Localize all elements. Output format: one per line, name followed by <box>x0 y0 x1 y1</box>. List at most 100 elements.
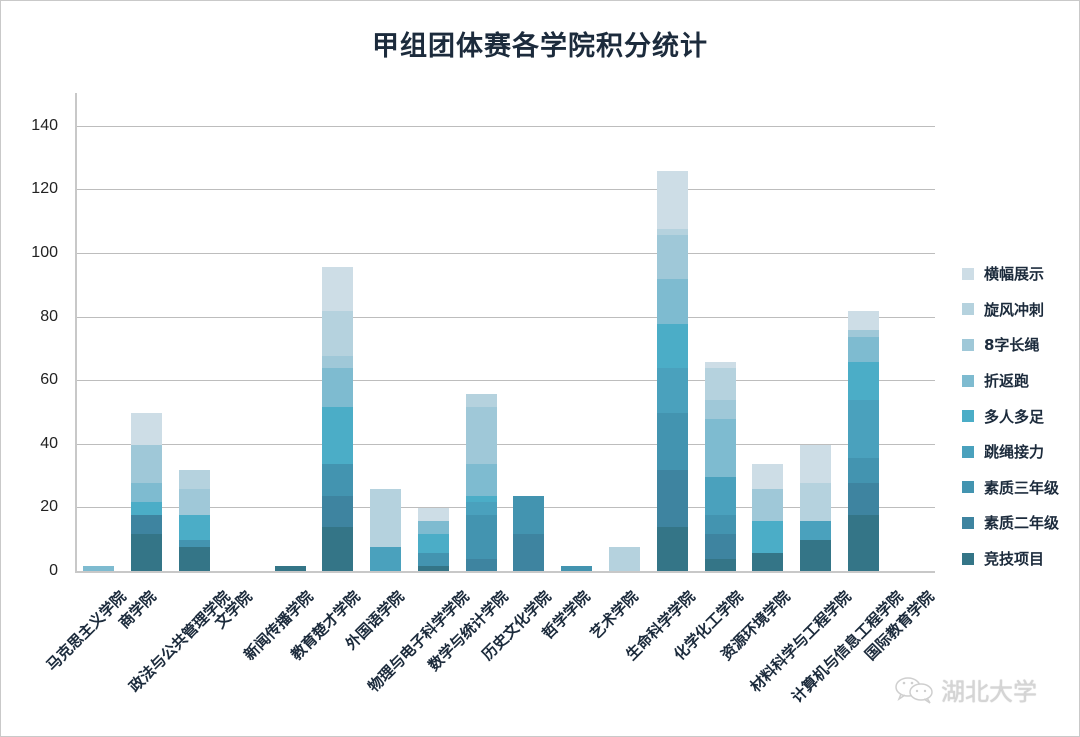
bar-segment <box>322 355 354 369</box>
watermark-text: 湖北大学 <box>941 678 1037 706</box>
stacked-bar <box>561 565 593 572</box>
bar-segment <box>847 362 879 401</box>
bar-segment <box>322 495 354 528</box>
bar-segment <box>131 413 163 445</box>
bar-segment <box>847 330 879 337</box>
bar-segment <box>656 527 688 572</box>
bar-segment <box>417 533 449 553</box>
bar-segment <box>561 565 593 572</box>
bar-segment <box>608 546 640 572</box>
legend-swatch <box>962 516 974 529</box>
legend-swatch <box>962 410 974 423</box>
bar-segment <box>131 502 163 515</box>
legend-label: 多人多足 <box>984 407 1045 426</box>
legend-label: 旋风冲刺 <box>984 300 1045 319</box>
bar-segment <box>847 457 879 483</box>
bar-segment <box>322 527 354 572</box>
bar-segment <box>800 521 832 541</box>
y-tick-label: 120 <box>31 180 58 198</box>
gridline <box>76 443 935 445</box>
bar-segment <box>322 266 354 312</box>
stacked-bar <box>465 393 497 572</box>
legend-label: 横幅展示 <box>984 265 1045 284</box>
stacked-bar <box>178 470 210 572</box>
y-axis <box>75 93 77 572</box>
gridline <box>76 380 935 382</box>
bar-segment <box>656 323 688 369</box>
bar-segment <box>178 470 210 490</box>
bar-segment <box>465 406 497 464</box>
bar-segment <box>847 514 879 572</box>
bar-segment <box>465 463 497 496</box>
stacked-bar <box>322 266 354 572</box>
bar-segment <box>704 533 736 560</box>
legend-item: 折返跑 <box>962 363 1059 399</box>
bar-segment <box>465 502 497 515</box>
bar-segment <box>752 489 784 522</box>
bar-segment <box>417 552 449 566</box>
x-axis <box>75 571 935 573</box>
y-tick-label: 100 <box>31 244 58 261</box>
bar-segment <box>131 482 163 503</box>
gridline <box>76 125 935 127</box>
legend-label: 8字长绳 <box>984 336 1040 355</box>
bar-segment <box>465 559 497 572</box>
legend-swatch <box>962 552 974 565</box>
y-tick-label: 140 <box>31 116 58 134</box>
legend-item: 8字长绳 <box>962 327 1059 363</box>
legend-item: 素质二年级 <box>962 505 1059 541</box>
bar-segment <box>656 171 688 229</box>
bar-segment <box>178 489 210 515</box>
bar-segment <box>656 228 688 235</box>
legend-item: 素质三年级 <box>962 470 1059 506</box>
bar-segment <box>704 400 736 420</box>
gridline <box>76 316 935 318</box>
bar-segment <box>83 565 115 572</box>
y-tick-label: 60 <box>40 371 58 389</box>
stacked-bar <box>274 565 306 572</box>
bar-segment <box>656 368 688 413</box>
bar-segment <box>322 463 354 496</box>
bar-segment <box>656 413 688 471</box>
bar-segment <box>465 495 497 503</box>
bar-segment <box>131 514 163 534</box>
bar-segment <box>704 559 736 572</box>
legend-label: 跳绳接力 <box>984 443 1045 462</box>
stacked-bar <box>704 362 736 572</box>
bar-segment <box>656 279 688 324</box>
stacked-bar <box>800 444 832 572</box>
bar-segment <box>847 400 879 458</box>
y-tick-label: 80 <box>40 307 58 325</box>
chart-title: 甲组团体赛各学院积分统计 <box>372 31 708 62</box>
stacked-bar <box>131 413 163 572</box>
bar-segment <box>370 546 402 572</box>
legend-item: 旋风冲刺 <box>962 292 1059 328</box>
bar-segment <box>322 406 354 464</box>
legend-swatch <box>962 338 974 351</box>
legend-swatch <box>962 481 974 494</box>
stacked-bar <box>752 463 784 572</box>
bar-segment <box>322 368 354 407</box>
bar-segment <box>704 368 736 401</box>
bar-segment <box>274 565 306 572</box>
stacked-bar <box>370 489 402 572</box>
bar-segment <box>704 419 736 477</box>
legend-item: 横幅展示 <box>962 256 1059 292</box>
bar-segment <box>704 514 736 534</box>
legend-swatch <box>962 303 974 316</box>
legend-label: 素质二年级 <box>984 514 1060 533</box>
bar-segment <box>656 234 688 280</box>
bar-segment <box>417 521 449 534</box>
bar-segment <box>370 489 402 547</box>
y-tick-label: 40 <box>40 434 58 452</box>
stacked-bar <box>608 546 640 572</box>
bar-segment <box>131 444 163 483</box>
stacked-bar <box>656 171 688 572</box>
gridline <box>76 189 935 191</box>
bar-segment <box>752 463 784 490</box>
stacked-bar <box>513 495 545 572</box>
bar-segment <box>704 476 736 515</box>
gridline <box>76 253 935 254</box>
stacked-bar <box>847 311 879 572</box>
legend-swatch <box>962 445 974 458</box>
